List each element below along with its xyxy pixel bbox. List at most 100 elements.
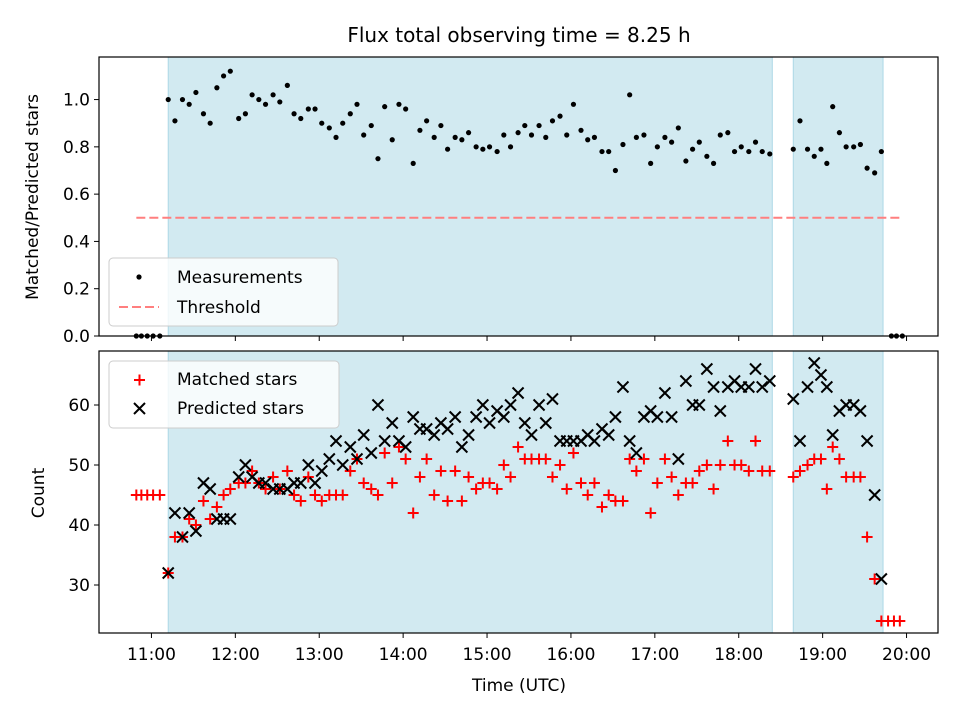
predicted-star-point (315, 464, 328, 478)
predicted-star-point (665, 410, 678, 424)
predicted-star-point (756, 380, 769, 394)
measurement-point (669, 139, 675, 145)
predicted-star-point (176, 530, 189, 544)
predicted-star-point (441, 422, 454, 436)
x-axis-label: Time (UTC) (471, 676, 566, 696)
measurement-point (836, 130, 843, 136)
legend-threshold-label: Threshold (176, 298, 261, 318)
matched-star-point (582, 489, 594, 501)
top-shaded-interval (792, 56, 884, 337)
measurement-point (515, 130, 521, 136)
bottom-y-axis-label: Count (29, 467, 49, 518)
predicted-star-point (546, 392, 559, 406)
predicted-star-point (693, 398, 706, 412)
predicted-star-point (182, 506, 196, 520)
measurement-point (480, 146, 486, 152)
measurement-point (179, 96, 186, 103)
matched-star-point (659, 453, 671, 465)
measurement-point (486, 144, 493, 150)
measurement-point (452, 134, 458, 140)
top-y-axis-label: Matched/Predicted stars (23, 94, 43, 300)
measurement-point (543, 134, 549, 140)
measurement-point (752, 139, 759, 145)
matched-star-point (281, 465, 293, 477)
measurement-point (564, 132, 570, 138)
predicted-star-point (875, 572, 888, 586)
measurement-point (804, 146, 811, 152)
top-y-tick-label: 0.4 (63, 232, 90, 252)
predicted-star-point (504, 398, 517, 412)
measurement-point (633, 134, 639, 140)
measurement-point (214, 85, 220, 91)
measurement-point (236, 115, 242, 122)
predicted-star-point (539, 416, 552, 430)
predicted-star-point (602, 428, 615, 442)
measurement-point (612, 167, 619, 174)
predicted-star-point (707, 380, 720, 394)
predicted-star-point (239, 458, 252, 472)
top-legend-box (108, 257, 339, 327)
measurement-point (731, 148, 738, 155)
top-y-tick-label: 1.0 (63, 91, 90, 111)
predicted-star-point (616, 380, 630, 394)
measurement-point (689, 146, 696, 152)
matched-star-point (442, 495, 454, 507)
predicted-star-point (336, 458, 349, 472)
matched-star-point (861, 531, 873, 543)
predicted-star-point (483, 416, 496, 430)
predicted-star-point (679, 374, 693, 388)
measurement-point (536, 122, 542, 129)
measurement-point (262, 101, 269, 107)
measurement-point (347, 111, 353, 117)
measurement-point (797, 118, 803, 124)
matched-star-point (743, 465, 755, 477)
predicted-star-point (365, 446, 378, 460)
matched-star-point (400, 453, 412, 465)
predicted-star-point (826, 428, 839, 442)
predicted-star-point (302, 458, 315, 472)
bottom-legend-box (108, 360, 340, 429)
measurement-point (340, 120, 346, 126)
measurement-point (811, 153, 817, 159)
legend-matched-label: Matched stars (177, 370, 297, 390)
measurement-point (738, 144, 744, 150)
measurement-point (438, 122, 444, 129)
measurement-point (389, 137, 395, 143)
predicted-star-point (868, 488, 881, 502)
matched-star-point (554, 459, 566, 471)
top-y-tick-label: 0.2 (63, 280, 90, 300)
measurement-point (654, 144, 660, 150)
measurement-point (606, 148, 612, 155)
matched-star-point (428, 489, 440, 501)
x-tick-label: 20:00 (882, 645, 931, 665)
measurement-point (431, 134, 437, 140)
bottom-axes-frame (98, 350, 939, 634)
measurement-point (830, 104, 836, 110)
measurement-point (759, 148, 765, 155)
matched-star-point (708, 483, 720, 495)
measurement-point (186, 101, 192, 107)
x-tick-label: 14:00 (379, 645, 428, 665)
measurement-point (165, 96, 171, 103)
matched-star-point (638, 453, 650, 465)
top-axes-frame (98, 56, 939, 337)
matched-star-point (666, 471, 678, 483)
matched-star-point (435, 465, 447, 477)
measurement-point (717, 132, 723, 138)
predicted-star-point (476, 398, 490, 412)
predicted-star-point (651, 410, 664, 424)
measurement-point (396, 101, 402, 107)
matched-star-point (603, 489, 615, 501)
matched-star-point (687, 477, 699, 489)
measurement-point (354, 101, 360, 107)
measurement-point (746, 148, 752, 155)
matched-star-point (316, 495, 328, 507)
measurement-point (675, 125, 681, 131)
predicted-star-point (259, 476, 272, 490)
predicted-star-point (189, 524, 203, 538)
x-tick-label: 15:00 (463, 645, 512, 665)
matched-star-point (224, 483, 236, 495)
measurement-point (200, 111, 207, 117)
predicted-star-point (700, 362, 714, 376)
matched-star-point (512, 441, 524, 453)
